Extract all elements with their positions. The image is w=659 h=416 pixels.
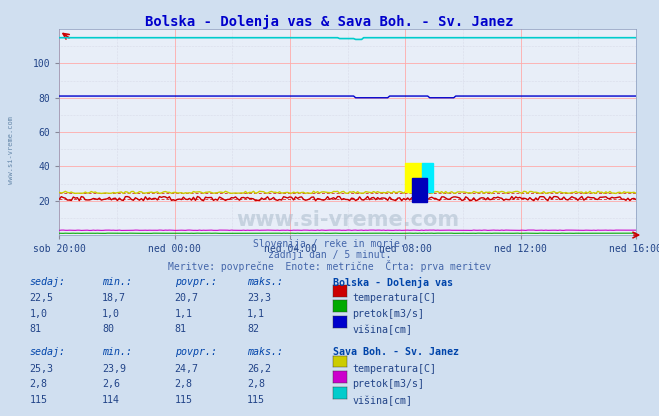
Text: višina[cm]: višina[cm] [353,324,413,335]
Text: 81: 81 [175,324,186,334]
Text: temperatura[C]: temperatura[C] [353,364,436,374]
Text: povpr.:: povpr.: [175,347,217,357]
Text: sedaj:: sedaj: [30,277,66,287]
Text: 1,0: 1,0 [102,309,120,319]
Text: 23,3: 23,3 [247,293,271,303]
Text: pretok[m3/s]: pretok[m3/s] [353,379,424,389]
Text: Slovenija / reke in morje.: Slovenija / reke in morje. [253,239,406,249]
Text: Sava Boh. - Sv. Janez: Sava Boh. - Sv. Janez [333,347,459,357]
Text: Bolska - Dolenja vas & Sava Boh. - Sv. Janez: Bolska - Dolenja vas & Sava Boh. - Sv. J… [145,15,514,29]
Text: 2,8: 2,8 [175,379,192,389]
Text: min.:: min.: [102,347,132,357]
Text: 26,2: 26,2 [247,364,271,374]
Text: maks.:: maks.: [247,347,283,357]
Text: 18,7: 18,7 [102,293,126,303]
Text: 82: 82 [247,324,259,334]
Bar [412,178,427,202]
Text: maks.:: maks.: [247,277,283,287]
Bar [405,163,422,192]
Text: povpr.:: povpr.: [175,277,217,287]
Text: 1,1: 1,1 [247,309,265,319]
Text: 115: 115 [30,395,47,405]
Text: 1,0: 1,0 [30,309,47,319]
Text: 2,8: 2,8 [247,379,265,389]
Text: 1,1: 1,1 [175,309,192,319]
Text: 20,7: 20,7 [175,293,198,303]
Text: sedaj:: sedaj: [30,347,66,357]
Text: 115: 115 [247,395,265,405]
Bar [422,163,433,192]
Text: 24,7: 24,7 [175,364,198,374]
Text: zadnji dan / 5 minut.: zadnji dan / 5 minut. [268,250,391,260]
Text: Meritve: povprečne  Enote: metrične  Črta: prva meritev: Meritve: povprečne Enote: metrične Črta:… [168,260,491,272]
Text: 80: 80 [102,324,114,334]
Text: Bolska - Dolenja vas: Bolska - Dolenja vas [333,277,453,288]
Text: višina[cm]: višina[cm] [353,395,413,406]
Text: 115: 115 [175,395,192,405]
Text: www.si-vreme.com: www.si-vreme.com [8,116,14,184]
Text: pretok[m3/s]: pretok[m3/s] [353,309,424,319]
Text: 23,9: 23,9 [102,364,126,374]
Text: temperatura[C]: temperatura[C] [353,293,436,303]
Text: 22,5: 22,5 [30,293,53,303]
Text: 2,6: 2,6 [102,379,120,389]
Text: min.:: min.: [102,277,132,287]
Text: 81: 81 [30,324,42,334]
Text: 114: 114 [102,395,120,405]
Text: 25,3: 25,3 [30,364,53,374]
Text: www.si-vreme.com: www.si-vreme.com [236,210,459,230]
Text: 2,8: 2,8 [30,379,47,389]
